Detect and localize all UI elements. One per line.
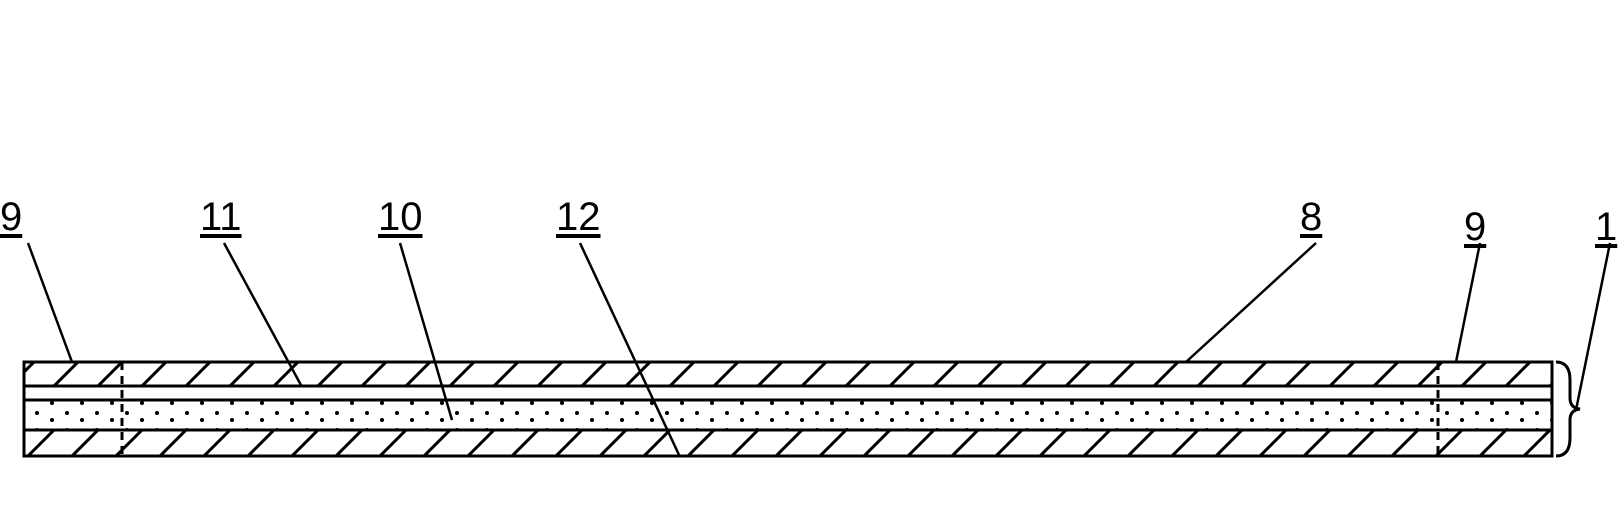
label-9-right: 9	[1464, 205, 1486, 250]
cross-section-layers	[24, 362, 1552, 456]
label-9-left: 9	[0, 195, 22, 240]
leader-9-left	[28, 243, 72, 362]
layer-top-hatched	[24, 362, 1552, 386]
label-10: 10	[378, 195, 423, 240]
label-12: 12	[556, 195, 601, 240]
technical-cross-section-diagram: 9 11 10 12 8 9 1	[0, 0, 1624, 531]
label-8: 8	[1300, 195, 1322, 240]
layer-middle-dotted	[24, 400, 1552, 430]
leader-9-right	[1456, 243, 1480, 362]
layer-upper-blank	[24, 386, 1552, 400]
label-11: 11	[200, 195, 242, 240]
layer-bottom-hatched	[24, 430, 1552, 456]
leader-8	[1186, 243, 1316, 362]
leader-1	[1576, 243, 1610, 410]
label-1: 1	[1595, 205, 1617, 250]
diagram-svg	[0, 0, 1624, 531]
